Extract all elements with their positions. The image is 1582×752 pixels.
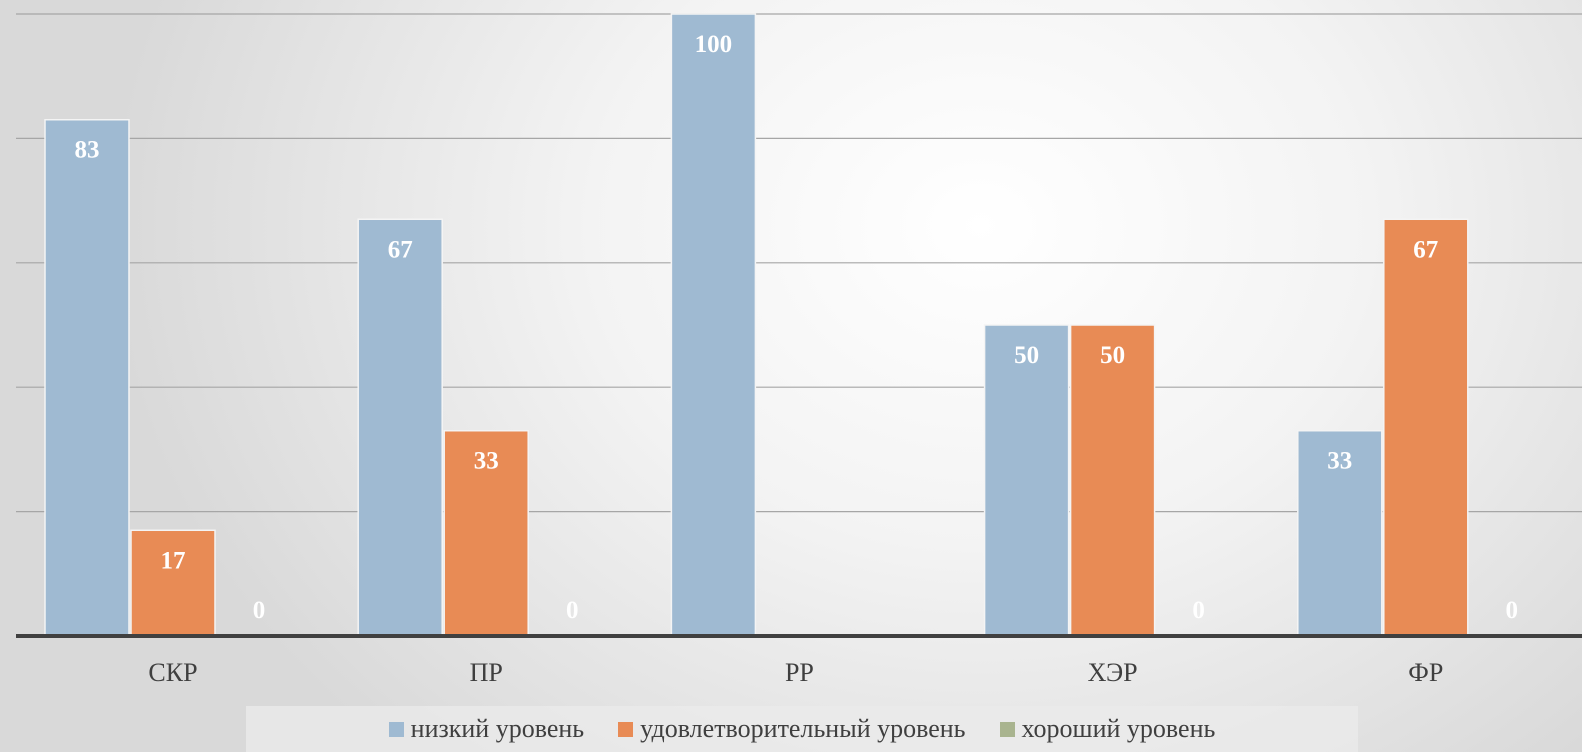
legend-swatch: [999, 721, 1015, 737]
legend-label: низкий уровень: [410, 714, 585, 743]
category-label: СКР: [148, 658, 197, 687]
data-label: 33: [474, 448, 499, 475]
category-labels: СКР ПР РР ХЭР ФР: [148, 658, 1443, 687]
data-label: 83: [75, 137, 100, 164]
bar: [1069, 324, 1156, 637]
category-label: ПР: [470, 658, 503, 687]
bar: [130, 529, 216, 637]
bar: [670, 13, 757, 637]
bar: [1383, 218, 1469, 637]
data-label: 33: [1327, 448, 1352, 475]
data-label: 0: [253, 597, 266, 624]
data-label: 67: [388, 236, 413, 263]
bar: [357, 218, 443, 637]
bar: [44, 118, 130, 637]
legend-item: удовлетворительный уровень: [618, 714, 966, 744]
category-label: ФР: [1408, 658, 1443, 687]
legend-label: удовлетворительный уровень: [640, 714, 966, 743]
bar: [443, 429, 529, 637]
bar-chart: СКР ПР РР ХЭР ФР 83 17 0 67 33 0 100 50 50 0 33 67 0: [16, 13, 1582, 687]
data-label: 50: [1100, 342, 1125, 369]
data-label: 67: [1413, 236, 1438, 263]
bar: [983, 324, 1070, 637]
legend-swatch: [618, 721, 634, 737]
data-labels: 83 17 0 67 33 0 100 50 50 0 33 67 0: [75, 31, 1519, 624]
data-label: 50: [1014, 342, 1039, 369]
data-label: 17: [161, 547, 186, 574]
legend-item: хороший уровень: [999, 714, 1216, 744]
data-label: 100: [695, 31, 733, 58]
category-label: ХЭР: [1088, 658, 1138, 687]
legend: низкий уровень удовлетворительный уровень…: [246, 706, 1358, 752]
data-label: 0: [1506, 597, 1519, 624]
legend-item: низкий уровень: [388, 714, 585, 744]
bars: [44, 13, 1469, 637]
data-label: 0: [566, 597, 579, 624]
category-label: РР: [785, 658, 814, 687]
legend-swatch: [388, 721, 404, 737]
legend-label: хороший уровень: [1021, 714, 1216, 743]
data-label: 0: [1192, 597, 1205, 624]
